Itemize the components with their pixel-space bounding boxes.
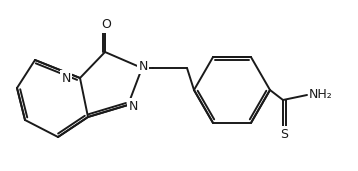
Text: N: N <box>128 100 138 113</box>
Text: S: S <box>280 128 288 141</box>
Text: N: N <box>61 71 71 84</box>
Text: NH₂: NH₂ <box>309 88 333 101</box>
Text: N: N <box>138 60 148 73</box>
Text: O: O <box>101 18 111 31</box>
